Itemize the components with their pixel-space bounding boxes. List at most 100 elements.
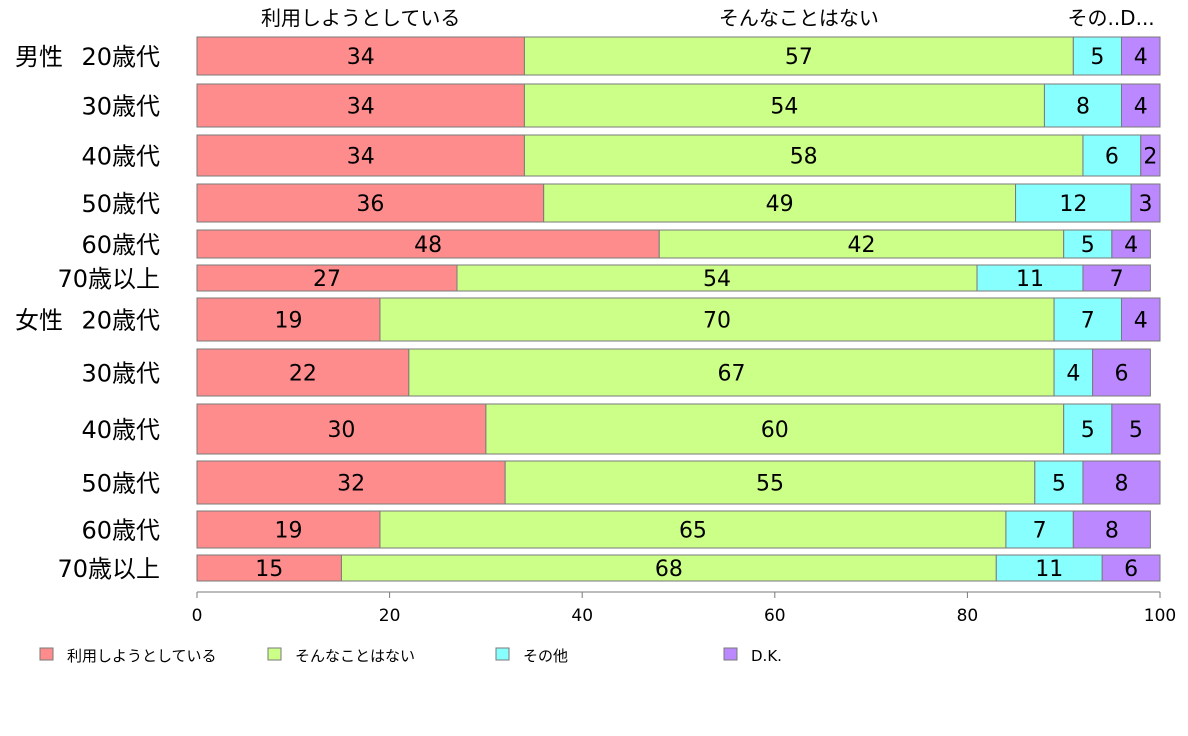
data-label: 42 <box>847 233 875 258</box>
data-label: 8 <box>1076 95 1090 120</box>
data-label: 4 <box>1134 309 1148 334</box>
bar-segment <box>340 554 997 582</box>
data-label: 4 <box>1134 45 1148 70</box>
bar-segment <box>976 264 1084 292</box>
data-label: 5 <box>1090 45 1104 70</box>
data-label: 7 <box>1110 267 1124 292</box>
bar-segment <box>1063 229 1113 259</box>
category-label: 60歳代 <box>81 517 160 545</box>
bar-segment <box>196 134 525 177</box>
legend-swatch <box>39 647 54 661</box>
data-label: 15 <box>255 557 283 582</box>
bar-segment <box>1111 403 1161 455</box>
data-label: 12 <box>1059 192 1087 217</box>
data-label: 5 <box>1129 418 1143 443</box>
category-label: 20歳代 <box>81 307 160 335</box>
bar-segment <box>1053 297 1122 342</box>
x-tick-label: 80 <box>957 606 979 626</box>
bar-segment <box>1034 460 1084 505</box>
bar-segment <box>379 510 1007 549</box>
x-tick-label: 100 <box>1144 606 1176 626</box>
data-label: 8 <box>1105 519 1119 544</box>
data-label: 6 <box>1105 145 1119 170</box>
bar-segment <box>196 297 381 342</box>
bar-segment <box>196 229 660 259</box>
data-label: 19 <box>274 519 302 544</box>
data-label: 57 <box>785 45 813 70</box>
bar-segment <box>196 554 342 582</box>
data-label: 4 <box>1124 233 1138 258</box>
data-label: 30 <box>327 418 355 443</box>
bar-segment <box>1043 83 1122 128</box>
bar-segment <box>196 460 506 505</box>
category-label: 30歳代 <box>81 360 160 388</box>
category-label: 70歳以上 <box>57 555 160 583</box>
data-label: 3 <box>1139 192 1153 217</box>
data-label: 34 <box>347 45 375 70</box>
data-label: 34 <box>347 145 375 170</box>
x-tick-label: 40 <box>571 606 593 626</box>
legend-label: 利用しようとしている <box>67 647 217 665</box>
bar-segment <box>504 460 1036 505</box>
data-label: 19 <box>274 309 302 334</box>
bar-segment <box>196 36 525 76</box>
bar-segment <box>1140 134 1161 177</box>
data-label: 6 <box>1114 362 1128 387</box>
group-label: 男性 <box>15 43 63 71</box>
bar-segment <box>1120 36 1161 76</box>
category-label: 50歳代 <box>81 470 160 498</box>
data-label: 7 <box>1081 309 1095 334</box>
data-label: 54 <box>770 95 798 120</box>
data-label: 4 <box>1066 362 1080 387</box>
bar-segment <box>196 83 525 128</box>
data-label: 49 <box>766 192 794 217</box>
bar-segment <box>1130 183 1161 223</box>
bar-segment <box>1101 554 1161 582</box>
category-label: 70歳以上 <box>57 265 160 293</box>
legend-label: その他 <box>523 647 568 665</box>
data-label: 48 <box>414 233 442 258</box>
data-label: 11 <box>1016 267 1044 292</box>
category-label: 20歳代 <box>81 43 160 71</box>
data-label: 55 <box>756 472 784 497</box>
bar-segment <box>1120 83 1161 128</box>
category-label: 50歳代 <box>81 190 160 218</box>
bar-segment <box>543 183 1017 223</box>
bar-segment <box>523 83 1045 128</box>
bar-segment <box>1072 510 1151 549</box>
x-tick-label: 60 <box>764 606 786 626</box>
legend-label: そんなことはない <box>295 647 415 665</box>
legend-swatch <box>267 647 282 661</box>
category-label: 60歳代 <box>81 231 160 259</box>
data-label: 5 <box>1052 472 1066 497</box>
data-label: 65 <box>679 519 707 544</box>
data-label: 8 <box>1114 472 1128 497</box>
data-label: 27 <box>313 267 341 292</box>
bar-segment <box>1092 348 1151 397</box>
top-series-label: 利用しようとしている <box>261 6 460 30</box>
data-label: 2 <box>1143 145 1157 170</box>
bar-segment <box>658 229 1065 259</box>
bar-segment <box>995 554 1103 582</box>
data-label: 60 <box>761 418 789 443</box>
data-label: 11 <box>1035 557 1063 582</box>
bar-segment <box>1015 183 1132 223</box>
data-label: 6 <box>1124 557 1138 582</box>
bar-segment <box>408 348 1055 397</box>
bar-segment <box>523 134 1084 177</box>
data-label: 7 <box>1033 519 1047 544</box>
category-label: 40歳代 <box>81 143 160 171</box>
data-label: 4 <box>1134 95 1148 120</box>
data-label: 34 <box>347 95 375 120</box>
legend-label: D.K. <box>751 647 782 665</box>
data-label: 36 <box>356 192 384 217</box>
legend-swatch <box>723 647 738 661</box>
x-tick-label: 0 <box>192 606 203 626</box>
data-label: 5 <box>1081 418 1095 443</box>
data-label: 22 <box>289 362 317 387</box>
bar-segment <box>523 36 1074 76</box>
top-series-label: その..D... <box>1067 6 1154 30</box>
category-label: 40歳代 <box>81 416 160 444</box>
bar-segment <box>1082 264 1151 292</box>
